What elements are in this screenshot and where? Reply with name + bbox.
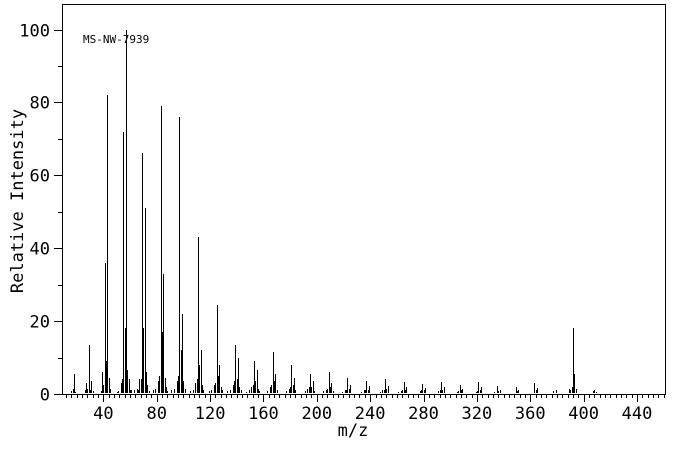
x-tick-label: 320 (462, 404, 493, 424)
x-tick-label: 40 (93, 404, 113, 424)
x-tick-label: 120 (195, 404, 226, 424)
y-tick-label: 40 (30, 240, 50, 260)
x-tick-label: 240 (355, 404, 386, 424)
y-tick-label: 60 (30, 167, 50, 187)
x-tick-label: 360 (515, 404, 546, 424)
x-tick-label: 160 (248, 404, 279, 424)
x-tick-label: 280 (408, 404, 439, 424)
plot-frame (62, 4, 666, 395)
y-tick-label: 0 (40, 386, 50, 406)
y-tick-label: 100 (19, 22, 50, 42)
x-axis-title: m/z (337, 421, 369, 441)
y-tick-label: 80 (30, 94, 50, 114)
x-tick-label: 400 (568, 404, 599, 424)
y-tick-label: 20 (30, 313, 50, 333)
x-tick-label: 440 (622, 404, 653, 424)
x-tick-label: 200 (301, 404, 332, 424)
spectrum-id-label: MS-NW-7939 (83, 33, 150, 46)
x-tick-label: 80 (146, 404, 166, 424)
